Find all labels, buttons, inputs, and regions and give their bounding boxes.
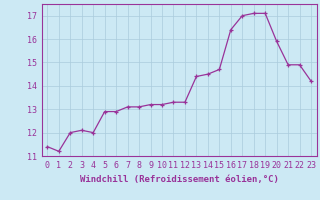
X-axis label: Windchill (Refroidissement éolien,°C): Windchill (Refroidissement éolien,°C) xyxy=(80,175,279,184)
